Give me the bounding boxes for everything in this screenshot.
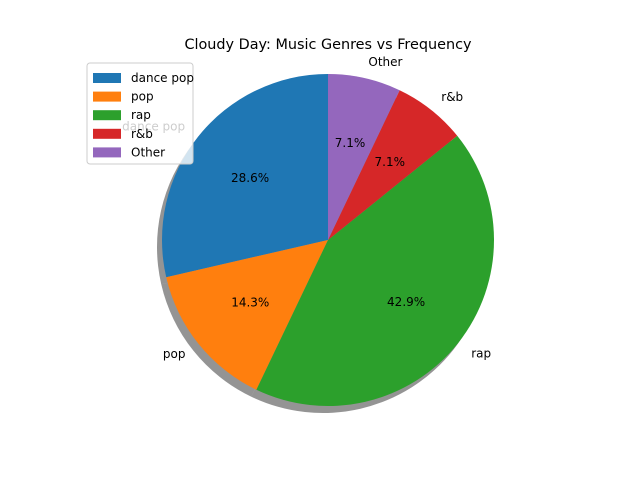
slice-percent-label: 42.9% bbox=[387, 295, 425, 309]
pie-slices bbox=[162, 74, 494, 407]
pie-slice-r-b bbox=[328, 90, 458, 241]
legend: dance pop pop rap r&b Other bbox=[86, 62, 194, 165]
slice-percent-label: 14.3% bbox=[231, 295, 269, 309]
legend-label: pop bbox=[131, 90, 154, 104]
legend-swatch bbox=[93, 147, 121, 158]
legend-label: r&b bbox=[131, 127, 153, 141]
slice-percent-label: 7.1% bbox=[335, 136, 366, 150]
slice-category-label: Other bbox=[368, 55, 402, 69]
legend-label: Other bbox=[131, 145, 165, 159]
pie-slice-dance-pop bbox=[162, 74, 328, 278]
pie-slice-pop bbox=[166, 240, 328, 390]
chart-title: Cloudy Day: Music Genres vs Frequency bbox=[184, 37, 472, 53]
legend-label: dance pop bbox=[131, 71, 194, 85]
legend-swatch bbox=[93, 110, 121, 121]
slice-percent-label: 7.1% bbox=[375, 155, 406, 169]
legend-swatch bbox=[93, 91, 121, 102]
pie-slice-other bbox=[328, 74, 400, 240]
legend-label: rap bbox=[131, 108, 151, 122]
legend-swatch bbox=[93, 128, 121, 139]
legend-swatch bbox=[93, 73, 121, 83]
pie-slice-rap bbox=[256, 135, 494, 407]
slice-percent-label: 28.6% bbox=[231, 171, 269, 185]
slice-category-label: rap bbox=[471, 346, 491, 360]
slice-category-label: r&b bbox=[441, 90, 463, 104]
slice-category-label: pop bbox=[163, 347, 186, 361]
